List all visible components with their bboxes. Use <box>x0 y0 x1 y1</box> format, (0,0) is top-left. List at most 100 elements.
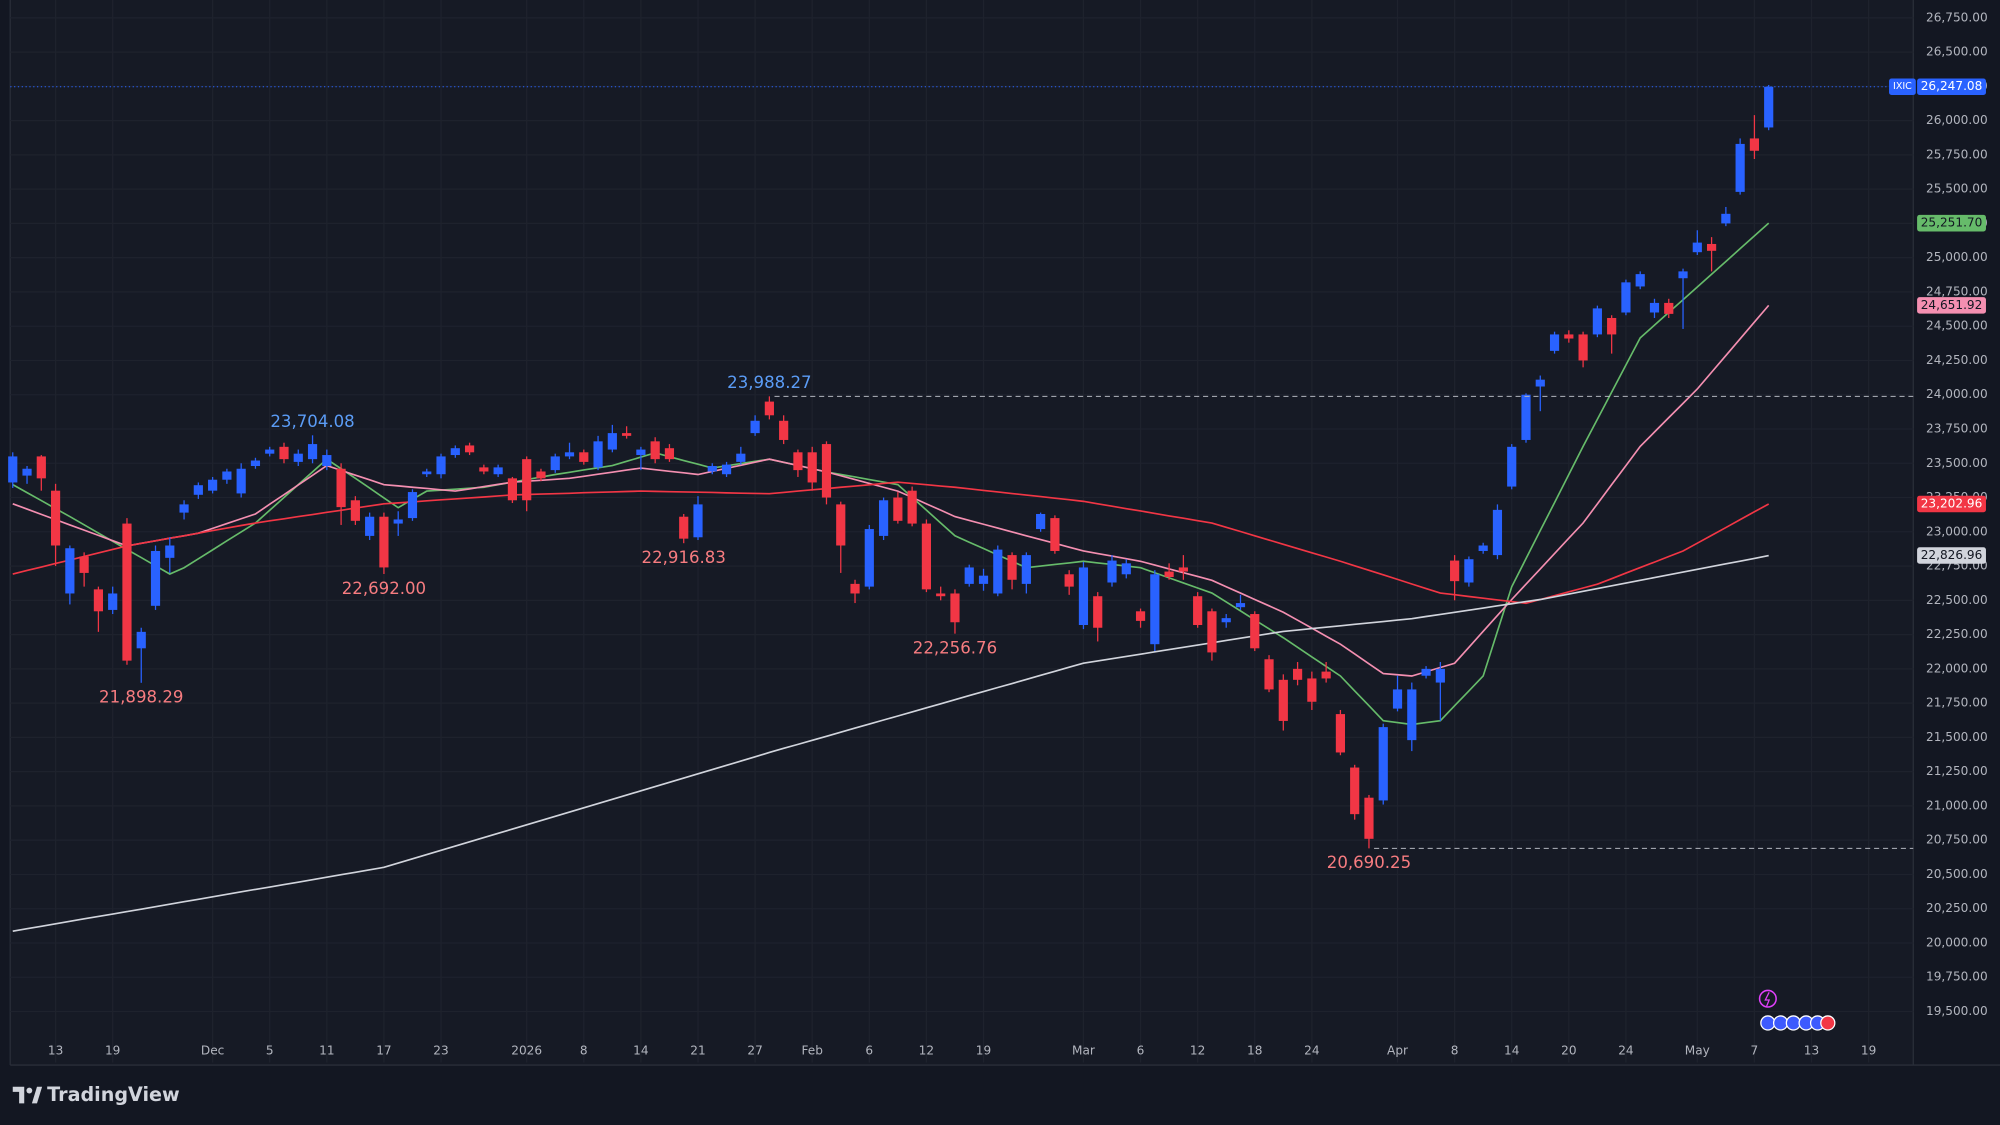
candle-body <box>593 441 603 468</box>
x-tick-label: Mar <box>1072 1044 1095 1058</box>
candle-body <box>222 471 232 480</box>
candle-body <box>279 446 289 460</box>
flag-icon[interactable] <box>1760 1015 1776 1031</box>
candle-body <box>1178 567 1188 572</box>
price-tag-label: 23,202.96 <box>1921 496 1983 510</box>
x-tick-label: 24 <box>1618 1044 1634 1058</box>
price-tag-label: 22,826.96 <box>1921 548 1983 562</box>
candle-body <box>479 467 489 472</box>
brand[interactable]: TradingView <box>12 1083 180 1106</box>
flash-icon[interactable] <box>1758 989 1777 1008</box>
candle-body <box>964 567 974 584</box>
y-tick-label: 25,500.00 <box>1926 182 1988 196</box>
candle-body <box>1007 555 1017 580</box>
flag-icon[interactable] <box>1820 1015 1836 1031</box>
extreme-label: 22,256.76 <box>913 638 997 657</box>
x-tick-label: 18 <box>1247 1044 1262 1058</box>
x-tick-label: 24 <box>1304 1044 1320 1058</box>
candle-body <box>1350 767 1360 815</box>
brand-logo-dot <box>26 1087 33 1094</box>
candle-body <box>293 453 303 462</box>
candle-body <box>764 401 774 416</box>
candle-body <box>1164 571 1174 578</box>
candle-body <box>1392 689 1403 709</box>
candle-body <box>564 452 575 457</box>
symbol-tag <box>1889 78 1916 96</box>
candle-body <box>864 529 874 587</box>
price-tag-label: 25,251.70 <box>1921 216 1983 230</box>
candle-body <box>379 516 389 568</box>
candle-body <box>921 523 932 590</box>
candle-body <box>1378 727 1388 801</box>
flag-icon[interactable] <box>1772 1015 1789 1031</box>
y-tick-label: 19,750.00 <box>1926 970 1988 984</box>
candle-body <box>1649 302 1660 313</box>
candle-body <box>193 485 203 495</box>
candle-body <box>607 433 617 450</box>
y-tick-label: 23,500.00 <box>1926 456 1988 470</box>
candle-body <box>736 453 746 462</box>
flag-icon[interactable] <box>1785 1015 1802 1031</box>
candle-body <box>1464 559 1474 583</box>
candle-body <box>265 449 275 454</box>
candle-body <box>1107 560 1117 583</box>
candle-body <box>1121 563 1131 575</box>
candle-body <box>1435 668 1445 683</box>
candle-body <box>493 467 503 475</box>
candle-body <box>422 471 432 475</box>
extreme-label: 22,692.00 <box>342 579 426 598</box>
x-tick-label: 27 <box>747 1044 762 1058</box>
candle-body <box>65 548 75 594</box>
event-icons[interactable] <box>1758 989 1836 1031</box>
y-tick-label: 20,250.00 <box>1926 901 1988 915</box>
flash-bolt <box>1764 992 1771 1007</box>
candle-body <box>1507 446 1517 487</box>
candle-body <box>1635 274 1645 287</box>
price-tag <box>1917 297 1986 314</box>
candles <box>8 84 1774 849</box>
candle-body <box>936 593 946 597</box>
candle-body <box>1621 282 1631 313</box>
candle-body <box>1492 509 1503 556</box>
candle-body <box>707 466 717 472</box>
y-tick-label: 20,000.00 <box>1926 935 1988 949</box>
candle-body <box>1292 668 1303 680</box>
candle-body <box>664 448 675 460</box>
candle-body <box>1193 596 1203 625</box>
candle-body <box>1421 668 1431 676</box>
y-tick-label: 24,750.00 <box>1926 284 1988 298</box>
candle-body <box>1564 334 1574 339</box>
candle-body <box>79 556 89 573</box>
candle-body <box>1021 555 1031 584</box>
plot-area <box>10 0 1914 1066</box>
x-tick-label: 13 <box>48 1044 63 1058</box>
candle-body <box>836 504 846 546</box>
y-tick-label: 20,500.00 <box>1926 867 1988 881</box>
candle-body <box>93 589 104 612</box>
y-tick-label: 26,500.00 <box>1926 45 1988 59</box>
candle-body <box>507 478 518 501</box>
candle-body <box>622 433 632 436</box>
x-tick-label: 6 <box>865 1044 873 1058</box>
candle-body <box>450 448 460 456</box>
candle-body <box>1321 671 1331 679</box>
y-tick-label: 23,000.00 <box>1926 524 1988 538</box>
x-tick-label: 8 <box>1451 1044 1459 1058</box>
candle-body <box>350 500 360 521</box>
candle-body <box>693 504 703 538</box>
candle-body <box>1535 379 1545 387</box>
grid <box>10 0 1914 1063</box>
candle-body <box>978 575 989 584</box>
x-tick-label: 14 <box>1504 1044 1520 1058</box>
candle-body <box>850 583 860 594</box>
candle-body <box>1064 574 1074 587</box>
candle-body <box>1735 143 1745 192</box>
candle-body <box>1150 574 1160 645</box>
extreme-label: 22,916.83 <box>642 548 726 567</box>
candle-body <box>1307 678 1317 702</box>
candle-body <box>208 479 218 491</box>
candle-body <box>136 631 146 649</box>
candle-body <box>536 471 546 479</box>
